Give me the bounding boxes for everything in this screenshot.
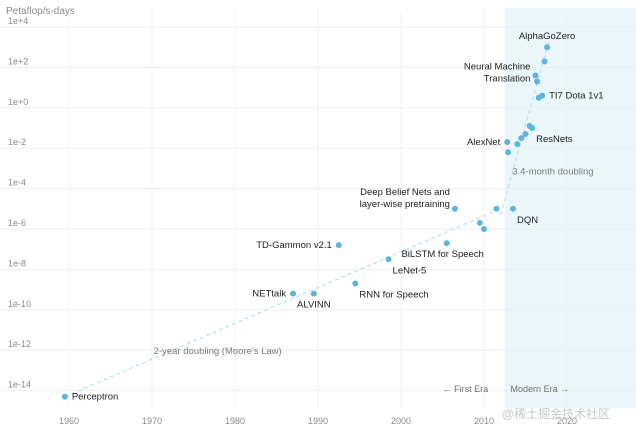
data-point <box>534 78 541 85</box>
point-label: Perceptron <box>72 392 118 403</box>
grid-lines <box>0 10 636 408</box>
point-label-line: layer-wise pretraining <box>360 199 450 210</box>
y-tick-label: 1e-8 <box>8 258 26 268</box>
point-label: TD-Gammon v2.1 <box>256 240 332 251</box>
data-point <box>518 135 525 142</box>
point-label: Neural Machine Translation <box>464 61 531 84</box>
point-label-line: TI7 Dota 1v1 <box>549 91 603 102</box>
moores-law-trend-label: 2-year doubling (Moore's Law) <box>154 346 282 357</box>
y-tick-label: 1e-4 <box>8 178 26 188</box>
modern-trend-label: 3.4-month doubling <box>512 166 593 177</box>
data-points <box>61 44 551 400</box>
moores-law-trendline <box>64 208 501 398</box>
point-label-line: NETtalk <box>252 289 286 300</box>
y-tick-label: 1e-6 <box>8 218 26 228</box>
data-point <box>310 290 317 297</box>
watermark: @稀土掘金技术社区 <box>502 406 610 421</box>
point-labels: Perceptron NETtalk ALVINN TD-Gammon v2.1 RNN… <box>72 31 604 402</box>
point-label-line: AlphaGoZero <box>519 31 576 42</box>
x-tick-label: 2000 <box>391 416 411 426</box>
point-label-line: Neural Machine <box>464 61 531 72</box>
y-tick-label: 1e-10 <box>8 299 31 309</box>
data-point <box>493 205 500 212</box>
y-tick-label: 1e-12 <box>8 339 31 349</box>
data-point <box>544 44 551 51</box>
point-label: AlphaGoZero <box>519 31 576 42</box>
y-tick-labels: 1e+4 1e+2 1e+0 1e-2 1e-4 1e-6 1e-8 1e-10 1e-12 1e… <box>8 16 31 390</box>
x-tick-label: 1970 <box>142 416 162 426</box>
modern-era-label: Modern Era → <box>511 384 570 394</box>
point-label-line: ALVINN <box>297 300 331 311</box>
point-label: BiLSTM for Speech <box>401 249 483 260</box>
data-point <box>522 131 529 138</box>
point-label: NETtalk <box>252 289 286 300</box>
x-tick-label: 1990 <box>308 416 328 426</box>
point-label-line: TD-Gammon v2.1 <box>256 240 332 251</box>
point-label-line: DQN <box>517 215 538 226</box>
data-point <box>481 226 487 232</box>
point-label-line: Deep Belief Nets and <box>360 187 450 198</box>
data-point <box>451 205 458 212</box>
data-point <box>541 58 548 65</box>
data-point <box>385 256 392 263</box>
first-era-label: ← First Era <box>443 384 489 394</box>
x-tick-labels: 1960 1970 1980 1990 2000 2010 2020 <box>59 416 577 426</box>
data-point <box>532 72 539 79</box>
point-label: TI7 Dota 1v1 <box>549 91 603 102</box>
point-label: AlexNet <box>467 137 501 148</box>
point-label: Deep Belief Nets and layer-wise pretraini… <box>360 187 450 210</box>
point-label: RNN for Speech <box>359 290 428 301</box>
point-label-line: Perceptron <box>72 392 118 403</box>
point-label-line: LeNet-5 <box>393 265 427 276</box>
point-label-line: AlexNet <box>467 137 501 148</box>
x-tick-label: 1960 <box>59 416 79 426</box>
y-tick-label: 1e+4 <box>8 16 28 26</box>
modern-era-band <box>504 8 636 408</box>
point-label: DQN <box>517 215 538 226</box>
point-label-line: Translation <box>484 73 531 84</box>
data-point <box>504 139 511 146</box>
point-label-line: BiLSTM for Speech <box>401 249 483 260</box>
y-tick-label: 1e-14 <box>8 380 31 390</box>
point-label-line: ResNets <box>536 134 573 145</box>
data-point <box>290 290 297 297</box>
y-tick-label: 1e+2 <box>8 56 28 66</box>
x-tick-label: 1980 <box>225 416 245 426</box>
data-point <box>539 92 546 99</box>
modern-trendline <box>500 40 550 216</box>
data-point <box>510 205 517 212</box>
point-label-line: RNN for Speech <box>359 290 428 301</box>
data-point <box>505 149 512 156</box>
x-tick-label: 2010 <box>474 416 494 426</box>
y-axis-label: Petaflop/s-days <box>6 6 75 17</box>
point-label: ResNets <box>536 134 573 145</box>
y-tick-label: 1e+0 <box>8 97 28 107</box>
y-tick-label: 1e-2 <box>8 137 26 147</box>
point-label: ALVINN <box>297 300 331 311</box>
x-tick-label: 2020 <box>557 416 577 426</box>
trendlines <box>64 40 550 398</box>
data-point <box>443 240 450 247</box>
data-point <box>514 141 521 148</box>
data-point <box>529 125 536 131</box>
data-point <box>335 242 342 249</box>
data-point <box>352 280 359 287</box>
data-point <box>61 393 68 400</box>
point-label: LeNet-5 <box>393 265 427 276</box>
data-point <box>476 219 483 226</box>
